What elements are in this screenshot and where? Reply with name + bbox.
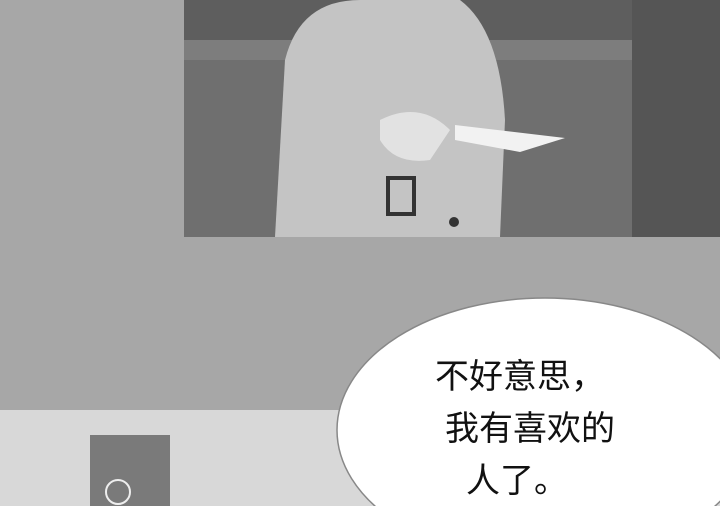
speech-line: 我有喜欢的 (445, 409, 615, 449)
top-panel (184, 0, 720, 237)
speech-line: 不好意思， (435, 357, 605, 397)
speech-bubble (336, 297, 720, 506)
speech-line: 人了。 (466, 461, 568, 501)
